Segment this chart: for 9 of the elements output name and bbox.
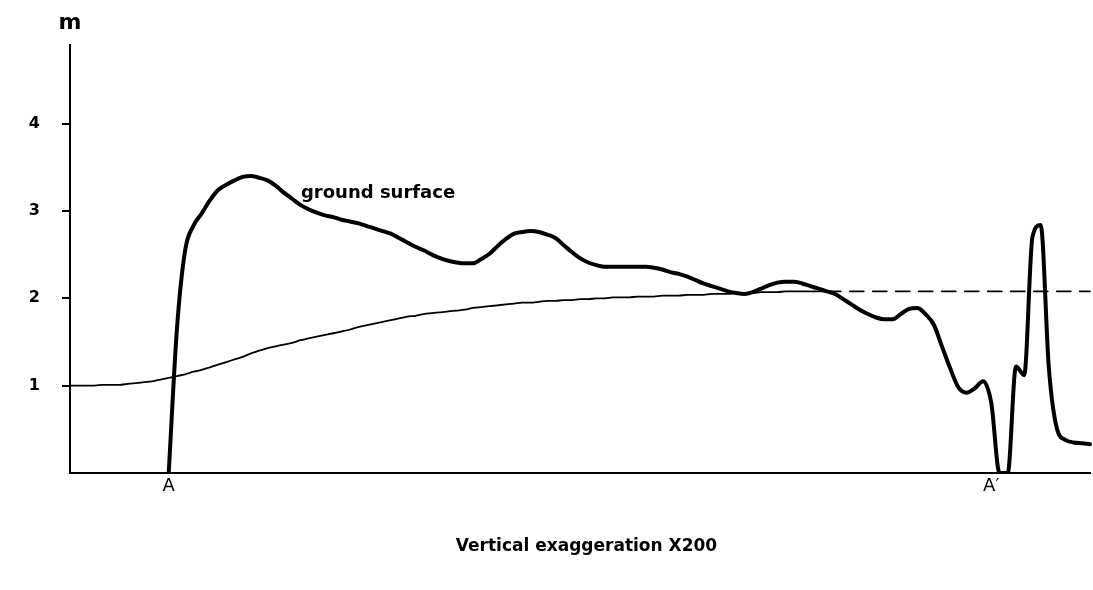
x-tick-label: A′	[983, 474, 1000, 496]
y-tick-label: 1	[28, 374, 40, 394]
text: Vertical exaggeration X200	[454, 535, 719, 555]
y-axis-title: m	[58, 9, 82, 34]
y-tick-label: 3	[28, 200, 40, 220]
series-label: ground surface	[300, 181, 456, 203]
y-tick-label: 2	[28, 287, 40, 307]
x-tick-label: A	[162, 474, 176, 496]
y-tick-label: 4	[28, 112, 40, 132]
